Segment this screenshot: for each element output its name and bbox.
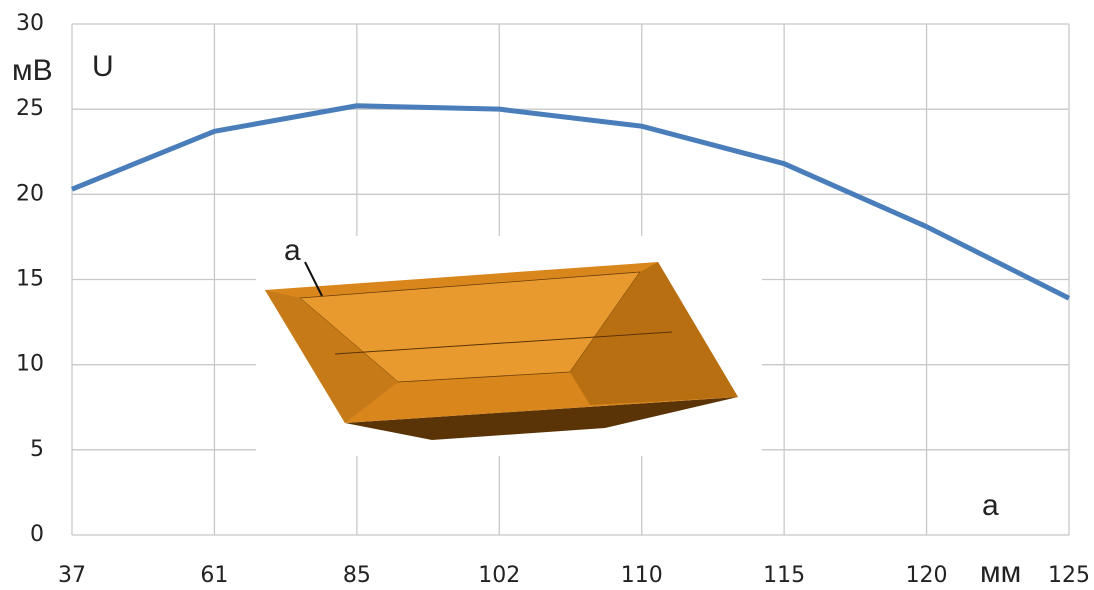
x-unit: мм [980, 556, 1021, 589]
y-tick-label: 10 [16, 352, 44, 377]
y-unit: мВ [12, 54, 53, 87]
y-tick-label: 15 [16, 267, 44, 292]
x-tick-label: 125 [1048, 563, 1090, 588]
figure-label: а [982, 489, 999, 522]
chart: а мВ U а мм 0 5 10 15 20 25 30 37 61 85 102 110 115 1… [0, 0, 1094, 590]
y-tick-label: 0 [30, 522, 44, 547]
x-tick-label: 110 [621, 563, 663, 588]
x-tick-label: 115 [763, 563, 805, 588]
x-tick-label: 120 [906, 563, 948, 588]
y-tick-label: 5 [30, 437, 44, 462]
x-tick-label: 102 [478, 563, 520, 588]
x-tick-label: 61 [200, 563, 228, 588]
inset-label: а [284, 234, 301, 267]
inset-image: а [256, 234, 762, 456]
y-tick-label: 25 [16, 96, 44, 121]
y-tick-label: 30 [16, 11, 44, 36]
x-tick-label: 85 [343, 563, 371, 588]
series-label: U [92, 50, 114, 83]
x-tick-label: 37 [58, 563, 86, 588]
y-tick-label: 20 [16, 181, 44, 206]
